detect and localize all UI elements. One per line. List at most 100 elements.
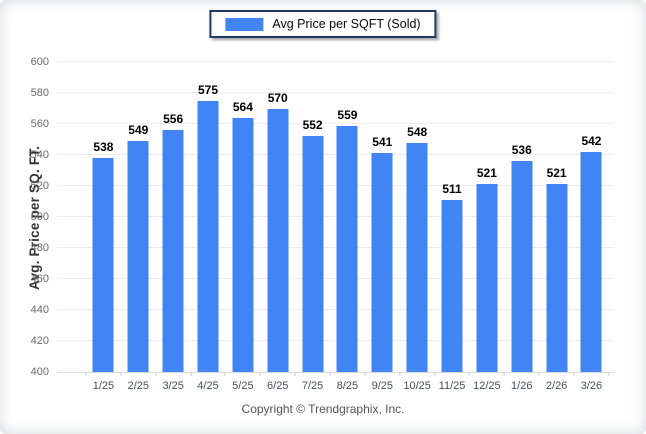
bar-column: 552 7/25 <box>295 62 331 392</box>
bar[interactable] <box>302 136 324 372</box>
bar[interactable] <box>371 153 393 372</box>
bar[interactable] <box>197 100 219 372</box>
gridline <box>57 216 614 217</box>
bar-column: 549 2/25 <box>121 62 157 392</box>
bar-value-label: 521 <box>546 166 567 181</box>
legend-swatch <box>225 17 264 31</box>
bar[interactable] <box>127 141 149 372</box>
bar-value-label: 564 <box>232 99 253 114</box>
bar-value-label: 556 <box>163 112 184 127</box>
gridline <box>57 278 614 279</box>
x-tick-label: 5/25 <box>232 380 254 392</box>
x-tick-label: 3/25 <box>162 380 184 392</box>
x-axis-tick <box>468 372 470 376</box>
plot-area: 400 420 440 460 480 500 520 540 560 580 600 538 1/2… <box>31 56 614 392</box>
copyright-text: Copyright © Trendgraphix, Inc. <box>241 402 405 416</box>
y-tick-label: 580 <box>30 87 49 99</box>
bar-value-label: 570 <box>267 90 288 105</box>
bar-column: 511 11/25 <box>435 62 470 392</box>
x-tick-label: 2/25 <box>127 380 149 392</box>
bar-value-label: 559 <box>337 107 358 122</box>
x-axis-tick <box>190 372 192 376</box>
bars-row: 538 1/25 549 2/25 556 3/25 575 4/25 564 5/25 570 6/… <box>57 62 614 392</box>
x-tick-label: 1/26 <box>511 380 533 392</box>
bar[interactable] <box>580 151 602 372</box>
bar-column: 548 10/25 <box>400 62 436 392</box>
bar-column: 521 2/26 <box>539 62 575 392</box>
bar-column: 570 6/25 <box>260 62 296 392</box>
gridline <box>57 154 614 155</box>
bar-value-label: 552 <box>302 118 323 133</box>
bar-value-label: 521 <box>476 166 497 181</box>
bar[interactable] <box>232 117 254 372</box>
x-tick-label: 8/25 <box>336 380 359 392</box>
x-axis-tick <box>608 372 610 376</box>
gridline <box>57 247 614 248</box>
x-axis-tick <box>364 372 366 376</box>
y-tick-label: 500 <box>30 211 49 223</box>
bar-value-label: 511 <box>442 181 462 196</box>
bar-value-label: 549 <box>128 123 149 138</box>
bar[interactable] <box>336 125 358 372</box>
x-tick-label: 12/25 <box>473 380 501 392</box>
bar[interactable] <box>406 142 428 372</box>
legend[interactable]: Avg Price per SQFT (Sold) <box>209 10 437 38</box>
x-tick-label: 9/25 <box>371 380 394 392</box>
x-axis-tick <box>155 372 157 376</box>
bar-column: 564 5/25 <box>225 62 261 392</box>
bar-column: 559 8/25 <box>330 62 366 392</box>
x-tick-label: 6/25 <box>267 380 289 392</box>
x-axis-tick <box>503 372 505 376</box>
gridline <box>57 185 614 186</box>
bar-column: 521 12/25 <box>469 62 505 392</box>
y-tick-label: 480 <box>30 242 49 254</box>
gridline <box>57 309 614 310</box>
y-tick-label: 400 <box>30 366 49 378</box>
x-axis-tick <box>329 372 331 376</box>
bar-column: 575 4/25 <box>191 62 226 392</box>
x-tick-label: 7/25 <box>301 380 324 392</box>
x-axis-tick <box>120 372 122 376</box>
x-axis-tick <box>399 372 401 376</box>
x-axis-tick <box>573 372 575 376</box>
bar-value-label: 538 <box>93 140 114 155</box>
bar[interactable] <box>162 130 184 372</box>
bar-value-label: 536 <box>511 143 532 158</box>
bar-column: 542 3/26 <box>574 62 610 392</box>
bar[interactable] <box>546 184 568 372</box>
legend-label: Avg Price per SQFT (Sold) <box>272 17 421 31</box>
x-axis-tick <box>434 372 436 376</box>
gridline <box>57 61 614 62</box>
y-tick-label: 420 <box>30 335 49 347</box>
y-tick-label: 600 <box>30 56 49 68</box>
bar-column: 556 3/25 <box>156 62 192 392</box>
x-tick-label: 3/26 <box>580 380 603 392</box>
x-axis-tick <box>224 372 226 376</box>
bar-value-label: 548 <box>407 124 428 139</box>
x-axis-tick <box>538 372 540 376</box>
y-tick-label: 460 <box>30 273 49 285</box>
gridline <box>57 123 614 124</box>
y-tick-label: 540 <box>30 149 49 161</box>
bar[interactable] <box>92 158 114 372</box>
bar-column: 536 1/26 <box>504 62 540 392</box>
y-tick-label: 440 <box>30 304 49 316</box>
y-tick-label: 520 <box>30 180 49 192</box>
bar-value-label: 575 <box>197 82 219 97</box>
gridline <box>57 92 614 93</box>
y-tick-label: 560 <box>30 118 49 130</box>
bar-value-label: 542 <box>581 133 602 148</box>
x-tick-label: 4/25 <box>197 380 219 392</box>
x-axis-tick <box>259 372 261 376</box>
x-tick-label: 11/25 <box>438 380 466 392</box>
bar[interactable] <box>476 184 498 372</box>
bar[interactable] <box>441 199 463 372</box>
bar[interactable] <box>267 108 289 372</box>
x-tick-label: 1/25 <box>92 380 115 392</box>
bar[interactable] <box>511 161 533 372</box>
x-axis-tick <box>85 372 87 376</box>
gridline <box>57 340 614 341</box>
x-axis-tick <box>294 372 296 376</box>
x-tick-label: 2/26 <box>545 380 568 392</box>
